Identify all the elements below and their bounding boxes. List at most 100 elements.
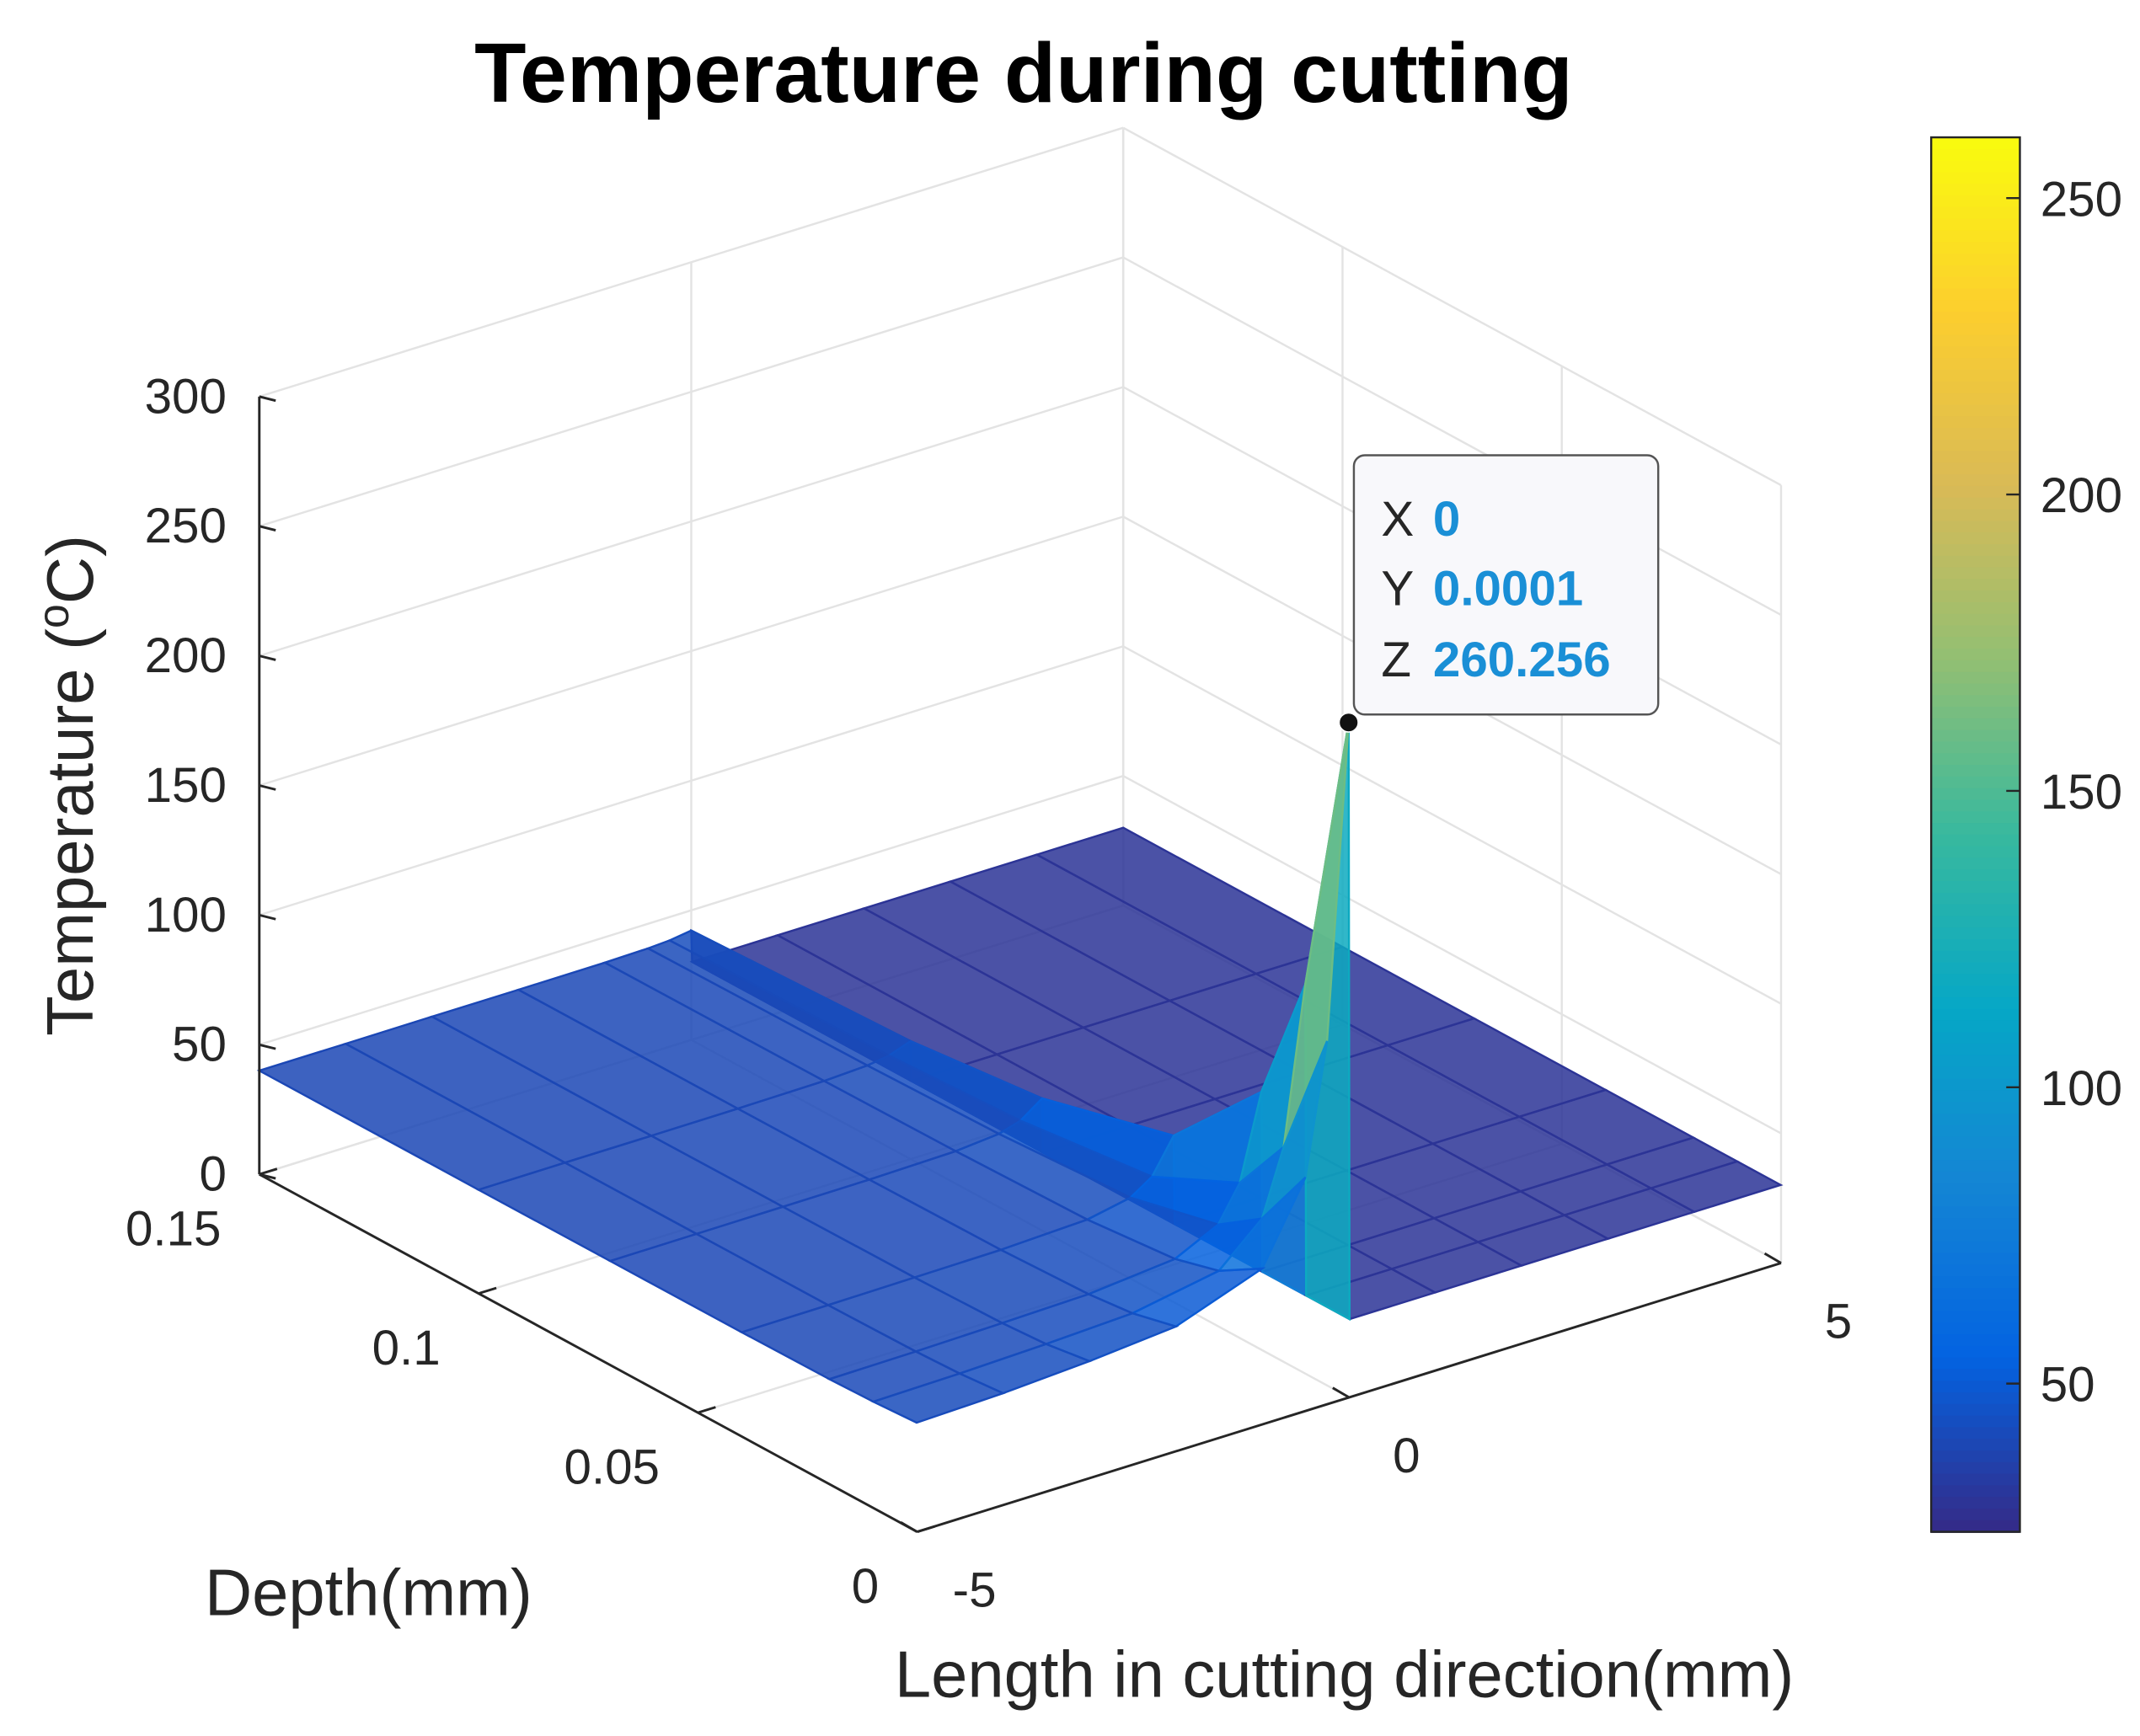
colorbar-swatch: [1931, 358, 2020, 371]
colorbar-swatch: [1931, 1218, 2020, 1231]
colorbar-swatch: [1931, 1520, 2020, 1533]
colorbar-swatch: [1931, 1229, 2020, 1242]
colorbar-swatch: [1931, 904, 2020, 917]
colorbar-swatch: [1931, 1055, 2020, 1069]
datatip-x-value: 0: [1433, 492, 1460, 547]
colorbar-swatch: [1931, 1403, 2020, 1417]
y-axis: [259, 1172, 918, 1533]
z-axis-label: Temperature (oC): [29, 535, 107, 1036]
z-tick-label: 150: [145, 758, 227, 813]
colorbar-swatch: [1931, 323, 2020, 336]
datatip-z-label: Z: [1381, 633, 1411, 687]
colorbar-swatch: [1931, 765, 2020, 778]
colorbar-swatch: [1931, 1020, 2020, 1034]
colorbar-swatch: [1931, 811, 2020, 825]
colorbar-frame: [1929, 136, 2021, 1533]
colorbar-swatch: [1931, 543, 2020, 558]
colorbar-swatch: [1931, 1136, 2020, 1150]
colorbar-swatch: [1931, 1508, 2020, 1522]
colorbar-swatch: [1931, 1369, 2020, 1382]
colorbar-swatch: [1931, 1450, 2020, 1464]
colorbar-swatch: [1931, 195, 2020, 209]
z-tick: [259, 654, 276, 661]
x-tick-label: 0: [1393, 1429, 1420, 1483]
grid-line: [1122, 645, 1782, 1005]
colorbar-tick-label: 250: [2041, 172, 2122, 227]
colorbar-swatch: [1931, 1171, 2020, 1184]
y-tick: [697, 1406, 716, 1414]
colorbar-swatch: [1931, 160, 2020, 174]
colorbar-swatch: [1931, 1113, 2020, 1127]
colorbar-swatch: [1931, 369, 2020, 383]
y-axis-label: Depth(mm): [205, 1557, 532, 1629]
colorbar-swatch: [1931, 1322, 2020, 1336]
colorbar-swatch: [1931, 986, 2020, 999]
colorbar-swatch: [1931, 1066, 2020, 1080]
colorbar-swatch: [1931, 625, 2020, 638]
z-tick: [259, 913, 276, 921]
colorbar-tick-label: 50: [2041, 1358, 2095, 1413]
colorbar-swatch: [1931, 346, 2020, 360]
colorbar-swatch: [1931, 242, 2020, 255]
colorbar-swatch: [1931, 683, 2020, 697]
colorbar-swatch: [1931, 1078, 2020, 1092]
z-tick: [259, 784, 276, 791]
colorbar-swatch: [1931, 1241, 2020, 1254]
colorbar-swatch: [1931, 962, 2020, 975]
z-tick-label: 250: [145, 499, 227, 553]
colorbar-swatch: [1931, 1160, 2020, 1173]
colorbar-swatch: [1931, 334, 2020, 348]
colorbar-swatch: [1931, 264, 2020, 278]
colorbar-swatch: [1931, 555, 2020, 569]
colorbar-swatch: [1931, 1415, 2020, 1429]
colorbar-swatch: [1931, 206, 2020, 220]
z-tick-label: 50: [172, 1018, 227, 1072]
colorbar-swatch: [1931, 601, 2020, 615]
surface: [256, 722, 1784, 1424]
colorbar-tick-label: 200: [2041, 468, 2122, 523]
y-tick-label: 0.05: [564, 1440, 659, 1494]
colorbar-swatch: [1931, 1124, 2020, 1138]
colorbar-swatch: [1931, 695, 2020, 708]
colorbar-tick-label: 100: [2041, 1061, 2122, 1116]
colorbar-swatch: [1931, 300, 2020, 313]
datatip-y-label: Y: [1381, 562, 1414, 617]
colorbar-swatch: [1931, 381, 2020, 394]
colorbar-swatch: [1931, 927, 2020, 941]
colorbar-swatch: [1931, 1008, 2020, 1022]
colorbar-swatch: [1931, 671, 2020, 685]
colorbar-swatch: [1931, 254, 2020, 267]
y-tick-label: 0: [852, 1559, 879, 1614]
colorbar-swatch: [1931, 857, 2020, 871]
z-tick-label: 100: [145, 888, 227, 943]
colorbar-swatch: [1931, 916, 2020, 929]
datatip-marker: [1338, 712, 1359, 733]
z-tick-label: 300: [145, 369, 227, 424]
colorbar-swatch: [1931, 1287, 2020, 1301]
x-axis-label: Length in cutting direction(mm): [895, 1639, 1794, 1712]
colorbar-swatch: [1931, 1473, 2020, 1487]
colorbar-swatch: [1931, 427, 2020, 441]
colorbar-swatch: [1931, 485, 2020, 499]
x-tick-label: -5: [953, 1563, 997, 1618]
colorbar-swatch: [1931, 660, 2020, 673]
colorbar-swatch: [1931, 451, 2020, 464]
x-tick: [1332, 1386, 1351, 1399]
colorbar-swatch: [1931, 137, 2020, 151]
colorbar-swatch: [1931, 1345, 2020, 1359]
colorbar-swatch: [1931, 823, 2020, 836]
grid-line: [1122, 126, 1782, 487]
colorbar-swatch: [1931, 1381, 2020, 1394]
chart-title: Temperature during cutting: [474, 26, 1573, 120]
y-tick-label: 0.15: [126, 1201, 221, 1256]
z-tick: [259, 1043, 276, 1050]
grid-line: [1122, 256, 1782, 617]
colorbar-swatch: [1931, 869, 2020, 883]
colorbar-swatch: [1931, 393, 2020, 406]
datatip-z-value: 260.256: [1433, 633, 1611, 687]
datatip: X 0 Y 0.0001 Z 260.256: [1338, 454, 1660, 733]
colorbar-swatch: [1931, 741, 2020, 755]
datatip-box: [1352, 454, 1660, 716]
z-tick-label: 200: [145, 628, 227, 683]
y-tick: [259, 1167, 278, 1176]
